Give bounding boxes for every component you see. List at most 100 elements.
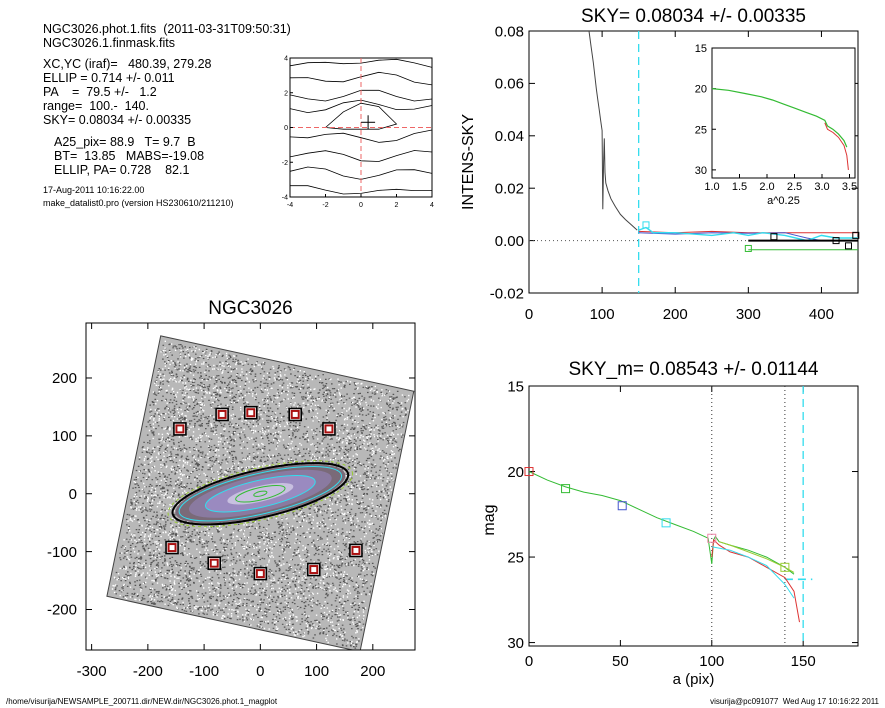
galaxy-isophote-fill: [227, 482, 294, 505]
image-x-tick-label: 100: [304, 663, 329, 680]
noise-speckles: [114, 343, 407, 649]
contour-plot: -4 -2 0 2 4 -4 -2 0 2 4: [282, 56, 434, 210]
image-frame: [85, 322, 416, 651]
contour-y-tick-label: -4: [282, 195, 288, 202]
galaxy-disk: [167, 460, 354, 528]
sky-y-tick-label: 0.02: [495, 180, 524, 197]
mag-y-axis-label: mag: [481, 504, 498, 535]
inset-x-tick-label: 2.0: [759, 181, 774, 193]
masked-source-inner: [246, 408, 256, 418]
footer-user: visurija@pc091077 Wed Aug 17 10:16:22 20…: [710, 697, 879, 706]
contour-x-tick-label: 4: [430, 202, 434, 209]
contour-core: [325, 102, 398, 130]
masked-source-inner: [175, 424, 185, 434]
sky-chart-title: SKY= 0.08034 +/- 0.00335: [581, 6, 806, 27]
masked-source-inner: [324, 424, 334, 434]
image-x-tick-label: -200: [133, 663, 163, 680]
info-block: NGC3026.phot.1.fits (2011-03-31T09:50:31…: [43, 22, 291, 208]
masked-source-inner: [290, 409, 300, 419]
mag-series-line: [718, 541, 795, 573]
image-title: NGC3026: [208, 298, 293, 319]
bt-line: BT= 13.85 MABS=-19.08: [54, 149, 205, 163]
a25-line: A25_pix= 88.9 T= 9.7 B: [54, 135, 196, 149]
contour-line: [290, 185, 432, 195]
masked-source-inner: [351, 545, 361, 555]
mag-x-tick-label: 100: [699, 653, 724, 670]
sky-marker: [832, 237, 840, 245]
file-line: NGC3026.phot.1.fits (2011-03-31T09:50:31…: [43, 22, 291, 36]
sky-x-tick-label: 0: [525, 306, 533, 323]
sky-marker: [852, 231, 860, 239]
mag-marker: [524, 467, 534, 477]
sky-y-tick-label: 0.04: [495, 128, 524, 145]
mag-y-tick-label: 30: [507, 635, 524, 652]
sky-profile-chart: SKY= 0.08034 +/- 0.00335 0 100 200 300 400 -0.…: [460, 6, 860, 323]
inset-red-line: [824, 122, 849, 170]
sky-x-tick-label: 300: [736, 306, 761, 323]
fit-ellipse: [235, 484, 286, 503]
mag-chart-title: SKY_m= 0.08543 +/- 0.01144: [569, 359, 819, 380]
image-y-tick-label: -100: [47, 544, 77, 561]
mag-series-line: [528, 471, 795, 575]
outer-dashed-ellipse: [167, 460, 354, 528]
mag-marker: [780, 562, 790, 572]
mag-marker: [707, 533, 717, 543]
center-line: XC,YC (iraf)= 480.39, 279.28: [43, 57, 212, 71]
program-line: make_datalist0.pro (version HS230610/211…: [43, 198, 234, 208]
magnitude-profile-chart: SKY_m= 0.08543 +/- 0.01144 0 50 100 150 15 20 2…: [481, 359, 859, 688]
sky-x-tick-label: 100: [590, 306, 615, 323]
inset-y-tick-label: 25: [695, 124, 707, 136]
fit-ellipse: [204, 474, 316, 513]
contour-y-tick-label: 4: [284, 56, 288, 63]
sky-x-tick-label: 200: [663, 306, 688, 323]
mag-marker: [561, 484, 571, 494]
inset-x-tick-label: 1.0: [704, 181, 719, 193]
mag-series-line: [711, 546, 795, 599]
inset-x-tick-label: 3.5: [842, 181, 857, 193]
range-line: range= 100.- 140.: [43, 99, 149, 113]
image-x-tick-label: 200: [360, 663, 385, 680]
contour-line: [289, 129, 433, 143]
mag-x-axis-label: a (pix): [673, 671, 715, 688]
contour-y-tick-label: -2: [282, 160, 288, 167]
image-field: [106, 335, 415, 650]
date-line: 17-Aug-2011 10:16:22.00: [43, 185, 145, 195]
galaxy-image-plot: NGC3026 -300 -200 -100 0 100 200 -200 -100 0 100 20…: [47, 298, 416, 680]
mag-frame: [528, 385, 859, 647]
sky-line: SKY= 0.08034 +/- 0.00335: [43, 113, 192, 127]
sky-marker: [770, 233, 778, 241]
inset-green-line: [711, 88, 848, 148]
masked-source-inner: [209, 558, 219, 568]
intensity-profile-line: [588, 30, 638, 231]
inset-x-tick-label: 1.5: [732, 181, 747, 193]
image-y-tick-label: 200: [52, 370, 77, 387]
footer-path: /home/visurija/NEWSAMPLE_200711.dir/NEW.…: [6, 697, 278, 706]
sky-y-tick-label: -0.02: [490, 285, 524, 302]
sky-x-tick-label: 400: [809, 306, 834, 323]
sky-marker: [642, 221, 650, 229]
contour-x-tick-label: -2: [322, 202, 328, 209]
masked-source-inner: [167, 543, 177, 553]
masked-source-inner: [217, 409, 227, 419]
sky-y-axis-label: INTENS-SKY: [460, 114, 477, 210]
inset-y-tick-label: 20: [695, 84, 707, 96]
sky-marker: [744, 244, 752, 252]
contour-y-tick-label: 0: [284, 125, 288, 132]
sky-y-tick-label: 0.00: [495, 233, 524, 250]
inset-x-axis-label: a^0.25: [767, 195, 800, 207]
inset-frame: [711, 47, 856, 179]
contour-y-tick-label: 2: [284, 90, 288, 97]
sky-marker: [844, 242, 852, 250]
contour-x-tick-label: 2: [395, 202, 399, 209]
fit-ellipse: [171, 462, 350, 526]
sky-y-tick-label: 0.06: [495, 76, 524, 93]
ellip-pa-line: ELLIP, PA= 0.728 82.1: [54, 163, 190, 177]
mag-x-tick-label: 50: [612, 653, 629, 670]
mask-line: NGC3026.1.finmask.fits: [43, 36, 175, 50]
sky-frame: [528, 30, 859, 294]
mag-marker: [661, 518, 671, 528]
mag-marker: [617, 501, 627, 511]
masked-source-inner: [309, 565, 319, 575]
fit-ellipse: [178, 466, 343, 522]
image-x-tick-label: -100: [189, 663, 219, 680]
